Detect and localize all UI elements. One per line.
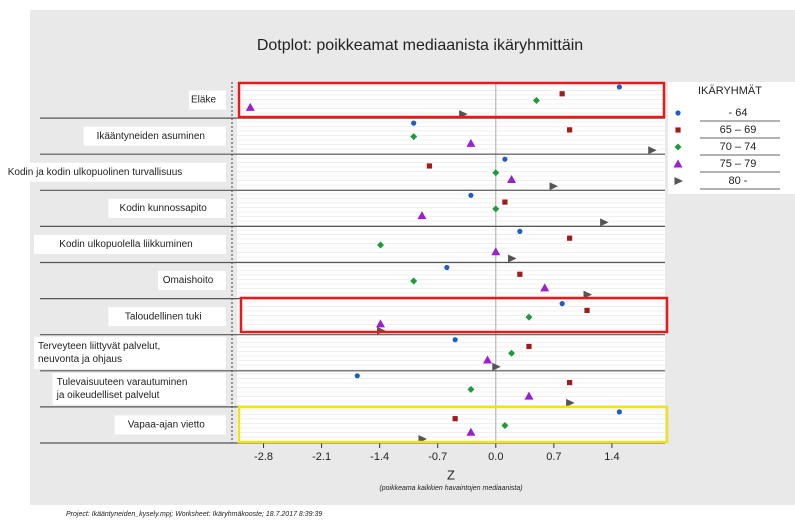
category-label-box [0,162,226,182]
dot [524,391,534,400]
legend-label: - 64 [729,107,748,119]
category-label: Eläke [191,95,216,106]
dot [482,355,492,364]
category-label: Kodin kunnossapito [120,203,208,214]
dot [417,211,427,220]
highlight-box [239,296,669,334]
category-label-box [83,126,226,146]
category-label-box [34,234,226,254]
dot [452,337,458,343]
dot [468,192,474,198]
dot [583,290,593,299]
dot [532,97,540,105]
dot [492,362,501,371]
dot [452,416,458,422]
dot [444,264,450,271]
highlight-box [237,405,669,444]
x-tick-label: -1.4 [370,451,389,463]
dot [375,319,385,328]
dot [584,307,590,313]
dot [410,133,418,141]
footer: Project: Ikääntyneiden_kysely.mpj; Works… [66,511,322,518]
x-tick-label: -2.1 [312,451,331,463]
x-tick-label: -2.8 [254,451,273,463]
category-label-box [158,271,226,291]
dot [491,247,501,256]
x-tick-label: 0.7 [546,451,561,463]
dot [492,169,500,177]
dot [466,138,476,147]
dot [245,102,255,111]
dot [492,205,500,213]
dot [426,163,433,169]
x-tick-label: -0.7 [428,451,447,463]
dot [376,241,384,249]
category-label-box [34,336,226,369]
dot [507,175,517,184]
dot [540,283,550,292]
highlight-box [237,81,666,119]
dot [549,182,559,191]
dot [525,313,533,321]
category-label: Omaishoito [163,275,214,286]
dot [616,84,622,90]
x-tick-label: 1.4 [604,451,619,463]
category-label-box [108,198,226,218]
dot [410,277,418,285]
category-label: ja oikeudelliset palvelut [56,390,160,401]
dot [517,228,523,234]
category-label: Terveyteen liittyvät palvelut, [38,341,160,352]
legend-title: IKÄRYHMÄT [698,85,762,97]
legend-marker [673,159,683,168]
dot [354,373,360,379]
category-label: Vapaa-ajan vietto [128,420,206,431]
dot [616,409,622,415]
category-label-box [189,90,226,110]
chart-title: Dotplot: poikkeamat mediaanista ikäryhmi… [257,37,583,54]
legend-label: 75 – 79 [720,158,757,170]
dot [648,146,657,155]
x-tick-label: 0.0 [488,451,503,463]
dot [411,120,417,126]
category-label: Kodin ja kodin ulkopuolinen turvallisuus [8,167,183,178]
category-label-box [114,415,226,435]
dot [567,127,573,133]
category-label-box [52,372,226,405]
category-label: Taloudellinen tuki [125,311,202,322]
legend-marker [675,110,681,116]
dot [502,156,508,162]
x-axis-sublabel: (poikkeama kaikkien havaintojen mediaani… [379,485,522,492]
dot [517,271,523,277]
dot [566,398,575,407]
legend-label: 65 – 69 [720,124,757,136]
dot [600,218,609,227]
legend-label: 70 – 74 [720,141,757,153]
category-label: Tulevaisuuteen varautuminen [57,377,188,388]
dot [567,379,573,386]
dot [502,199,508,205]
dot [508,349,516,357]
dot [467,385,475,393]
legend-marker [675,127,681,133]
legend-label: 80 - [729,175,748,187]
legend-marker [674,143,682,151]
dot [466,427,476,436]
category-label: Kodin ulkopuolella liikkuminen [59,239,192,250]
dot [508,254,517,263]
dot [559,301,565,307]
legend-marker [674,177,683,185]
category-label-box [108,307,226,327]
dot [526,343,532,350]
dot [559,91,565,97]
dot [567,235,573,241]
x-axis-label: Z [447,467,455,482]
dot [501,421,509,429]
category-label: neuvonta ja ohjaus [38,354,122,365]
category-label: Ikääntyneiden asuminen [97,131,205,142]
